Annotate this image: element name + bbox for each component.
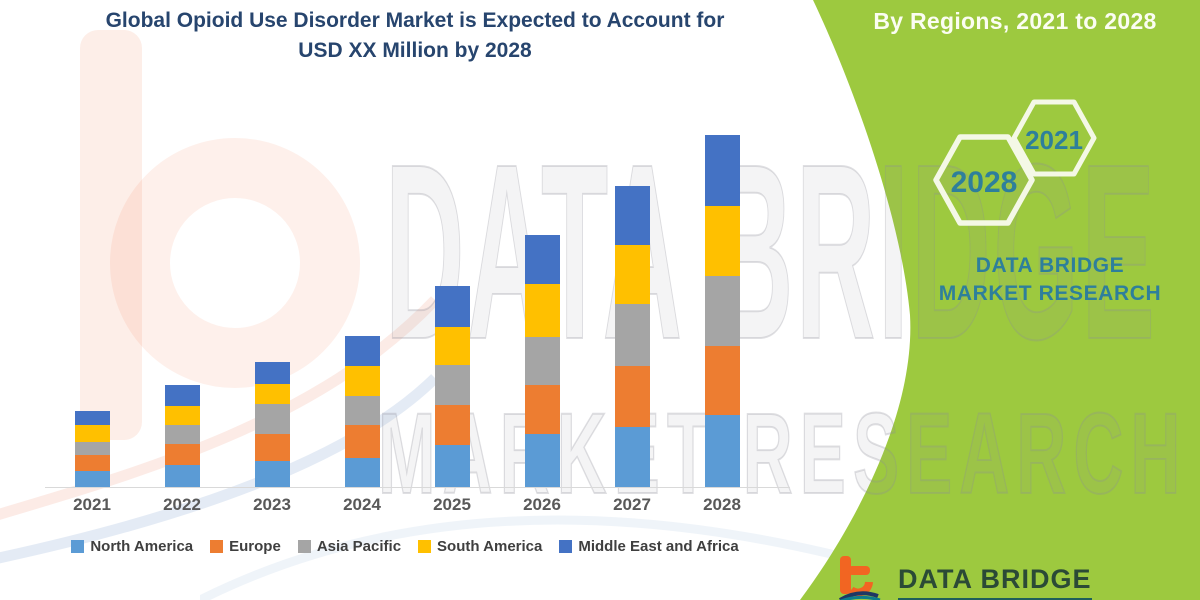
legend-swatch-icon <box>71 540 85 553</box>
legend-item: Middle East and Africa <box>559 538 739 555</box>
stacked-bar-chart: 2021 2022 2023 2024 2025 2026 2027 2028 <box>45 87 795 527</box>
bar-segment <box>345 366 380 396</box>
x-axis-label: 2028 <box>703 495 741 514</box>
hexagon-year-label: 2021 <box>1025 125 1083 155</box>
green-panel-shape <box>800 0 1200 600</box>
legend-swatch-icon <box>559 540 573 553</box>
legend-item: Asia Pacific <box>297 538 402 555</box>
bar-segment <box>525 337 560 385</box>
dbmr-logo-watermark <box>0 30 439 564</box>
legend-item: North America <box>71 538 193 555</box>
legend-label: Middle East and Africa <box>578 538 739 555</box>
bar-segment <box>255 461 290 487</box>
panel-heading: By Regions, 2021 to 2028 <box>873 8 1157 34</box>
legend-swatch-icon <box>210 540 224 553</box>
bar-segment <box>165 425 200 444</box>
logo-b-stem <box>840 556 851 594</box>
bar-segment <box>705 135 740 206</box>
stacked-bar-2027 <box>615 186 650 487</box>
legend-label: Europe <box>229 538 281 555</box>
bar-segment <box>75 425 110 442</box>
bar-segment <box>705 346 740 415</box>
bar-segment <box>165 444 200 465</box>
stacked-bar-2026 <box>525 235 560 487</box>
x-axis-label: 2024 <box>343 495 381 514</box>
bar-segment <box>255 404 290 434</box>
bar-segment <box>345 336 380 366</box>
stacked-bar-2028 <box>705 135 740 487</box>
bar-segment <box>615 304 650 366</box>
footer-brand-text: DATA BRIDGE <box>898 564 1092 600</box>
bar-segment <box>435 365 470 405</box>
hexagon-2028 <box>933 134 1035 226</box>
bar-segment <box>615 427 650 487</box>
logo-b-arm <box>848 566 870 575</box>
x-axis-label: 2027 <box>613 495 651 514</box>
bar-segment <box>255 362 290 384</box>
bar-segment <box>165 465 200 487</box>
bar-segment <box>615 366 650 427</box>
logo-watermark-bowl <box>110 138 360 388</box>
bar-segment <box>525 284 560 337</box>
hexagon-2021 <box>1011 99 1097 177</box>
footer-logo: DATA BRIDGE <box>838 556 1092 600</box>
bar-segment <box>525 385 560 434</box>
brand-name: DATA BRIDGE MARKET RESEARCH <box>938 254 1162 306</box>
stacked-bar-2022 <box>165 385 200 487</box>
x-axis-label: 2023 <box>253 495 291 514</box>
chart-title: Global Opioid Use Disorder Market is Exp… <box>105 9 725 63</box>
legend-swatch-icon <box>418 540 432 553</box>
legend-label: North America <box>90 538 194 555</box>
bar-segment <box>705 276 740 346</box>
bar-segment <box>75 411 110 425</box>
logo-watermark-red-swoosh <box>0 296 439 520</box>
bar-segment <box>75 471 110 487</box>
legend-label: South America <box>437 538 543 555</box>
logo-b-bowl <box>848 581 873 597</box>
bar-segment <box>705 206 740 276</box>
bar-segment <box>615 245 650 304</box>
stacked-bar-2024 <box>345 336 380 487</box>
bar-segment <box>75 455 110 471</box>
legend-label: Asia Pacific <box>316 538 402 555</box>
stacked-bar-2021 <box>75 411 110 487</box>
bar-segment <box>345 425 380 458</box>
logo-teal-swoosh <box>839 595 881 600</box>
logo-navy-swoosh <box>838 591 879 600</box>
bar-segment <box>345 396 380 425</box>
x-axis-label: 2022 <box>163 495 201 514</box>
bar-segment <box>435 286 470 327</box>
legend-item: South America <box>418 538 542 555</box>
x-axis-label: 2025 <box>433 495 471 514</box>
bar-segment <box>255 384 290 404</box>
bar-segment <box>705 415 740 487</box>
bar-segment <box>255 434 290 461</box>
logo-watermark-stem <box>80 30 142 440</box>
bar-segment <box>165 406 200 425</box>
bar-segment <box>435 445 470 487</box>
hexagon-year-label: 2028 <box>951 166 1018 199</box>
dbmr-logo-icon <box>838 556 881 600</box>
logo-watermark-blue-swoosh <box>0 374 439 564</box>
stacked-bar-2023 <box>255 362 290 487</box>
legend-item: Europe <box>210 538 281 555</box>
bar-segment <box>165 385 200 406</box>
bar-segment <box>525 434 560 487</box>
legend-swatch-icon <box>297 540 311 553</box>
x-axis-label: 2026 <box>523 495 561 514</box>
bar-segment <box>615 186 650 245</box>
chart-legend: North America Europe Asia Pacific South Ame… <box>20 538 790 555</box>
x-axis-line <box>45 487 790 488</box>
x-axis-label: 2021 <box>73 495 111 514</box>
bar-segment <box>345 458 380 487</box>
bar-segment <box>435 327 470 365</box>
bar-segment <box>75 442 110 455</box>
bar-segment <box>435 405 470 445</box>
bar-segment <box>525 235 560 284</box>
stacked-bar-2025 <box>435 286 470 487</box>
